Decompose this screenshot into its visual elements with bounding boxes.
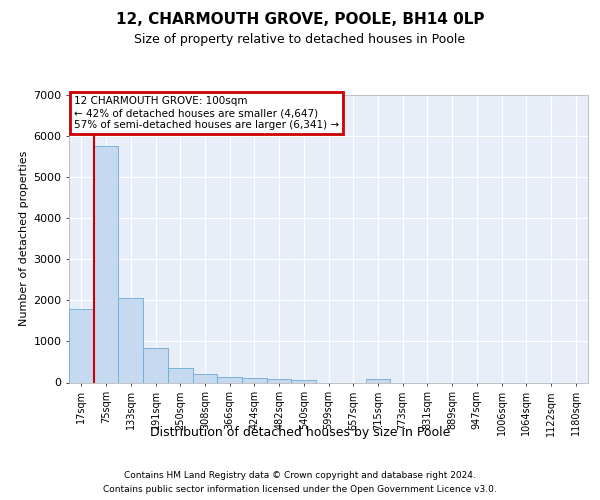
Bar bbox=[365, 379, 390, 382]
Bar bbox=[143, 348, 168, 382]
Bar bbox=[69, 309, 94, 382]
Text: 12 CHARMOUTH GROVE: 100sqm
← 42% of detached houses are smaller (4,647)
57% of s: 12 CHARMOUTH GROVE: 100sqm ← 42% of deta… bbox=[74, 96, 340, 130]
Bar bbox=[193, 374, 217, 382]
Bar bbox=[242, 378, 267, 382]
Bar bbox=[118, 298, 143, 382]
Text: Contains HM Land Registry data © Crown copyright and database right 2024.: Contains HM Land Registry data © Crown c… bbox=[124, 472, 476, 480]
Y-axis label: Number of detached properties: Number of detached properties bbox=[19, 151, 29, 326]
Bar bbox=[94, 146, 118, 382]
Bar bbox=[267, 379, 292, 382]
Text: Distribution of detached houses by size in Poole: Distribution of detached houses by size … bbox=[150, 426, 450, 439]
Text: Size of property relative to detached houses in Poole: Size of property relative to detached ho… bbox=[134, 32, 466, 46]
Bar bbox=[217, 377, 242, 382]
Bar bbox=[168, 368, 193, 382]
Text: 12, CHARMOUTH GROVE, POOLE, BH14 0LP: 12, CHARMOUTH GROVE, POOLE, BH14 0LP bbox=[116, 12, 484, 28]
Bar bbox=[292, 380, 316, 382]
Text: Contains public sector information licensed under the Open Government Licence v3: Contains public sector information licen… bbox=[103, 484, 497, 494]
